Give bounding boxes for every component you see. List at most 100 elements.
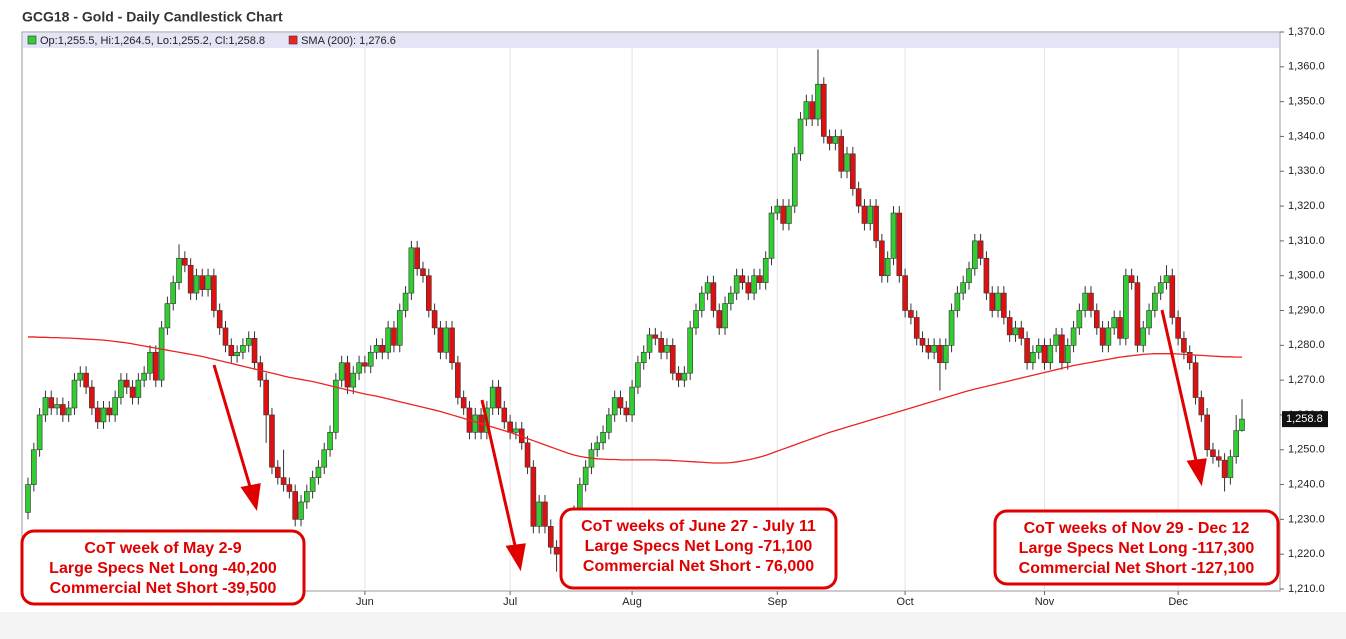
- candle-body: [1088, 292, 1094, 311]
- candle-body: [600, 432, 606, 444]
- candle-body: [948, 310, 955, 346]
- x-tick-label: Jul: [503, 596, 517, 608]
- candle-body: [402, 292, 409, 311]
- candle-body: [809, 101, 815, 120]
- plot-area: [21, 31, 1281, 592]
- candle-body: [745, 282, 752, 294]
- last-price-box: [1282, 411, 1328, 428]
- candle-body: [338, 362, 345, 381]
- candle-body: [309, 477, 316, 492]
- candle-body: [176, 257, 182, 283]
- candle-body: [675, 372, 682, 381]
- x-tick-label: Sep: [768, 596, 788, 608]
- candle-body: [1070, 327, 1077, 346]
- y-tick-label: 1,310.0: [1288, 235, 1325, 247]
- candle-body: [455, 362, 461, 398]
- candle-body: [1198, 397, 1205, 416]
- candle-body: [896, 212, 903, 276]
- candle-body: [1030, 351, 1036, 364]
- candle-body: [1157, 282, 1164, 294]
- candle-body: [1128, 275, 1135, 283]
- candle-body: [60, 404, 66, 416]
- arrow: [1160, 309, 1199, 466]
- candle-body: [379, 345, 386, 353]
- candle-body: [1117, 317, 1123, 339]
- candle-body: [640, 351, 647, 364]
- candle-body: [762, 257, 769, 283]
- candle-body: [251, 338, 258, 364]
- candle-body: [977, 240, 984, 259]
- candle-body: [861, 205, 868, 224]
- candle-body: [391, 327, 397, 346]
- candle-body: [1146, 310, 1152, 329]
- candle-body: [1064, 345, 1071, 364]
- candle-body: [77, 372, 84, 381]
- candle-body: [774, 205, 781, 214]
- annotation-line: CoT week of May 2-9: [84, 540, 241, 557]
- y-tick-label: 1,370.0: [1288, 26, 1325, 38]
- annotation-line: Large Specs Net Long -71,100: [585, 538, 813, 555]
- candle-body: [54, 404, 60, 409]
- candle-body: [728, 292, 734, 304]
- candle-body: [216, 310, 223, 329]
- candle-body: [280, 477, 287, 485]
- candle-body: [547, 526, 554, 548]
- candle-body: [815, 83, 821, 120]
- candle-body: [611, 397, 618, 416]
- candle-body: [164, 303, 171, 329]
- candle-body: [356, 362, 362, 374]
- candle-body: [205, 275, 211, 290]
- candle-body: [629, 386, 635, 416]
- candle-body: [420, 268, 426, 276]
- candle-body: [385, 327, 391, 353]
- candle-body: [879, 240, 885, 276]
- candle-body: [768, 212, 775, 259]
- candle-body: [106, 407, 113, 416]
- last-price-label: 1,258.8: [1286, 413, 1323, 425]
- chart-title: GCG18 - Gold - Daily Candlestick Chart: [22, 9, 283, 25]
- candle-body: [617, 397, 624, 409]
- candle-body: [1175, 317, 1181, 339]
- candle-body: [536, 501, 542, 527]
- candle-body: [530, 466, 537, 527]
- candle-body: [245, 338, 252, 346]
- candle-body: [867, 205, 874, 224]
- candle-body: [1012, 327, 1019, 336]
- candle-body: [1123, 275, 1129, 339]
- candle-body: [48, 397, 55, 409]
- candle-body: [1093, 310, 1100, 329]
- candle-body: [1210, 449, 1216, 458]
- candle-body: [89, 386, 95, 409]
- candle-body: [1082, 292, 1088, 311]
- candle-body: [222, 327, 229, 346]
- candle-body: [704, 282, 711, 294]
- candle-body: [333, 379, 339, 433]
- candle-body: [1239, 418, 1245, 431]
- legend-label: SMA (200): 1,276.6: [301, 35, 396, 47]
- candle-body: [635, 362, 641, 388]
- y-tick-label: 1,210.0: [1288, 583, 1325, 595]
- candle-body: [118, 379, 124, 398]
- y-tick-label: 1,290.0: [1288, 304, 1325, 316]
- candle-body: [83, 372, 89, 388]
- candle-body: [646, 334, 653, 353]
- candle-body: [542, 501, 548, 527]
- candle-body: [1169, 275, 1176, 318]
- candle-body: [298, 501, 304, 520]
- candle-body: [710, 282, 717, 311]
- candle-body: [1053, 334, 1059, 346]
- candle-body: [1047, 345, 1054, 364]
- candle-body: [94, 407, 101, 423]
- candle-body: [791, 153, 798, 207]
- candle-body: [141, 372, 147, 381]
- x-tick-label: Dec: [1168, 596, 1188, 608]
- candle-body: [344, 362, 351, 388]
- candle-body: [913, 317, 920, 339]
- candle-body: [437, 327, 444, 353]
- candle-body: [135, 379, 142, 398]
- candle-body: [995, 292, 1001, 311]
- candle-body: [797, 118, 804, 155]
- candle-body: [36, 414, 43, 451]
- arrow-head: [1186, 458, 1207, 487]
